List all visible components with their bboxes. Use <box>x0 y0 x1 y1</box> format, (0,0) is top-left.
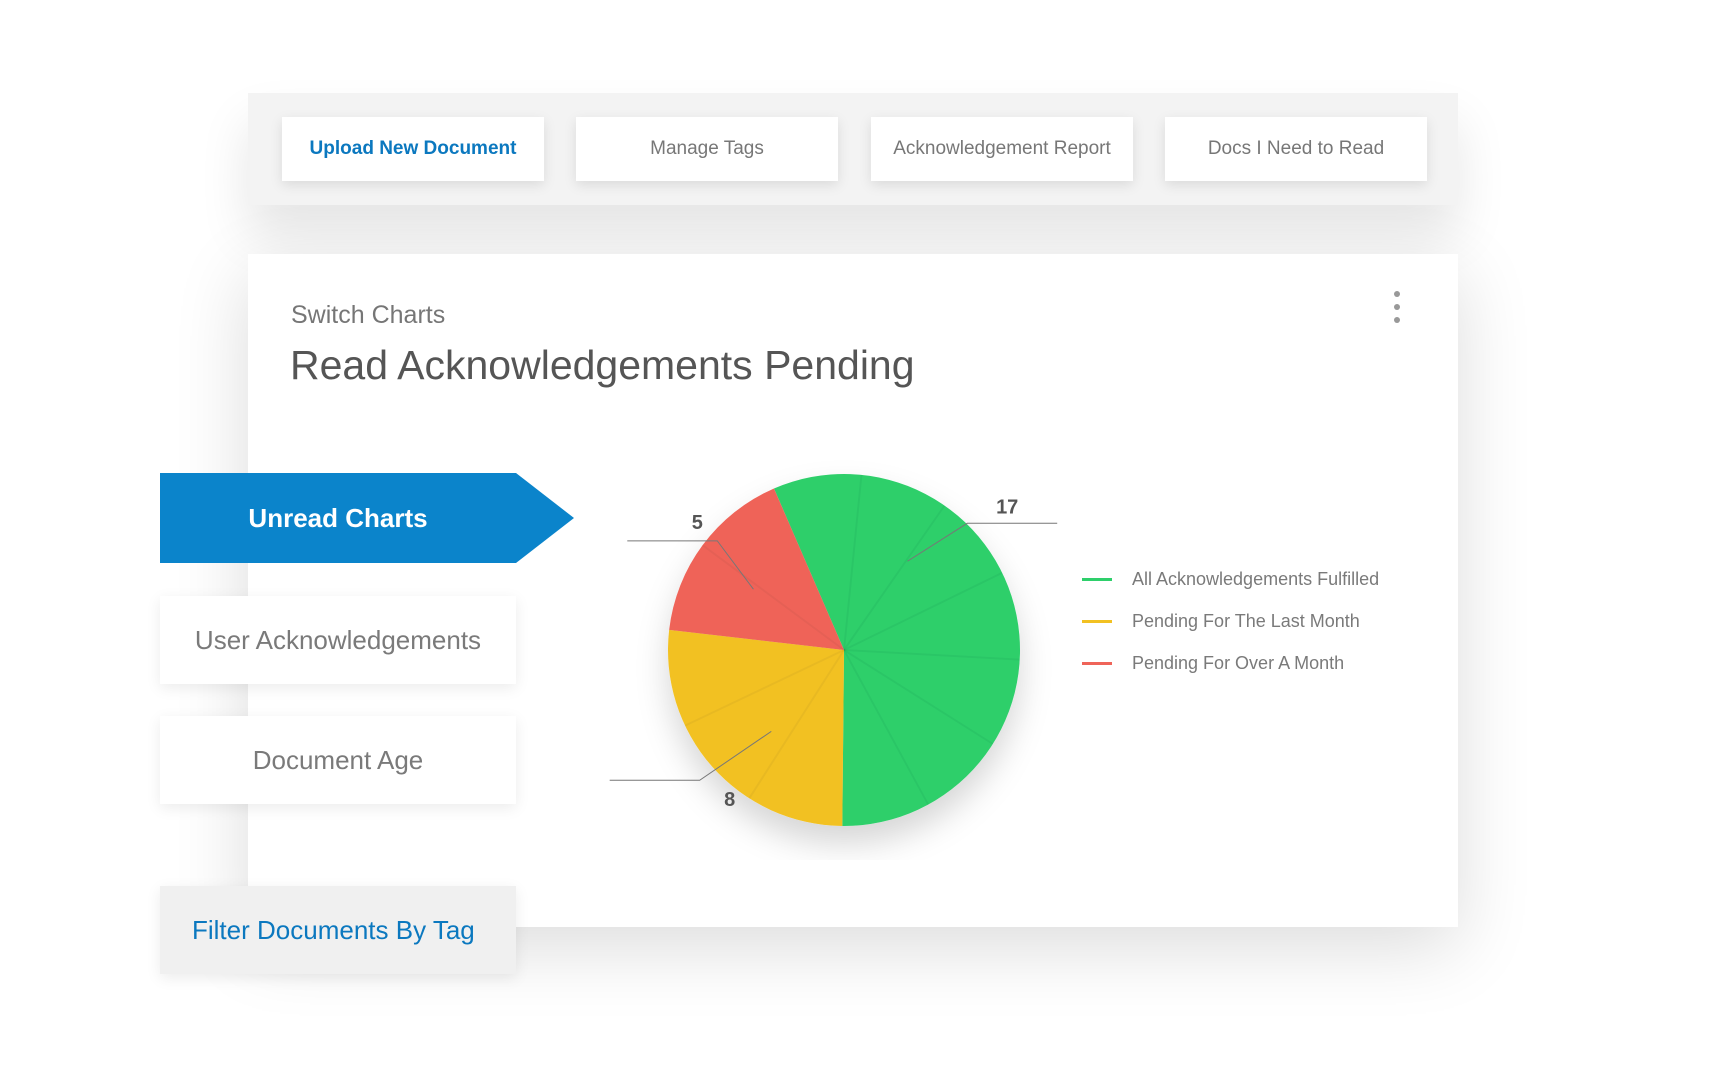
legend-item: Pending For The Last Month <box>1082 600 1379 642</box>
active-tab-arrow-shape <box>160 473 574 563</box>
chart-legend: All Acknowledgements Fulfilled Pending F… <box>1082 558 1379 684</box>
upload-new-document-button[interactable]: Upload New Document <box>282 117 544 181</box>
pie-slice-last-month <box>668 629 844 826</box>
pie-slice-facet <box>843 571 1003 651</box>
pie-slice-facet <box>843 504 946 651</box>
legend-label: Pending For The Last Month <box>1132 610 1360 631</box>
tab-document-age[interactable]: Document Age <box>160 716 516 804</box>
pie-slice-facet <box>843 474 863 651</box>
legend-item: All Acknowledgements Fulfilled <box>1082 558 1379 600</box>
pie-slice-over-month <box>669 488 844 650</box>
pie-chart: 17 8 5 <box>600 440 1460 860</box>
legend-swatch-fulfilled <box>1082 577 1112 581</box>
tab-unread-charts[interactable]: Unread Charts <box>160 473 574 563</box>
tab-user-acknowledgements[interactable]: User Acknowledgements <box>160 596 516 684</box>
pie-slice-fulfilled <box>773 474 1020 826</box>
data-label-fulfilled: 17 <box>996 496 1018 518</box>
legend-label: Pending For Over A Month <box>1132 652 1345 673</box>
panel-subtitle: Switch Charts <box>291 301 446 329</box>
legend-swatch-last-month <box>1082 619 1112 623</box>
manage-tags-button[interactable]: Manage Tags <box>576 117 838 181</box>
pie-slice-facet <box>843 649 994 745</box>
leader-line-fulfilled <box>907 522 1058 562</box>
pie-slice-facet <box>702 544 845 651</box>
legend-label: All Acknowledgements Fulfilled <box>1132 568 1380 589</box>
docs-i-need-to-read-button[interactable]: Docs I Need to Read <box>1165 117 1427 181</box>
data-label-over-month: 5 <box>692 512 703 534</box>
pie-slice-facet <box>843 649 930 806</box>
leader-line-over-month <box>627 540 754 590</box>
more-vertical-icon[interactable] <box>1387 289 1407 329</box>
panel-title: Read Acknowledgements Pending <box>290 342 915 388</box>
leader-line-last-month <box>609 730 772 781</box>
data-label-last-month: 8 <box>724 789 735 811</box>
pie-slice-facet <box>843 649 1020 661</box>
legend-item: Pending For Over A Month <box>1082 642 1379 684</box>
acknowledgement-report-button[interactable]: Acknowledgement Report <box>871 117 1133 181</box>
pie-slice-facet <box>748 649 845 799</box>
pie-slice-facet <box>684 649 845 727</box>
legend-swatch-over-month <box>1082 661 1112 665</box>
filter-documents-by-tag-button[interactable]: Filter Documents By Tag <box>160 886 516 974</box>
tab-unread-charts-label: Unread Charts <box>248 503 428 533</box>
toolbar: Upload New Document Manage Tags Acknowle… <box>248 93 1458 205</box>
